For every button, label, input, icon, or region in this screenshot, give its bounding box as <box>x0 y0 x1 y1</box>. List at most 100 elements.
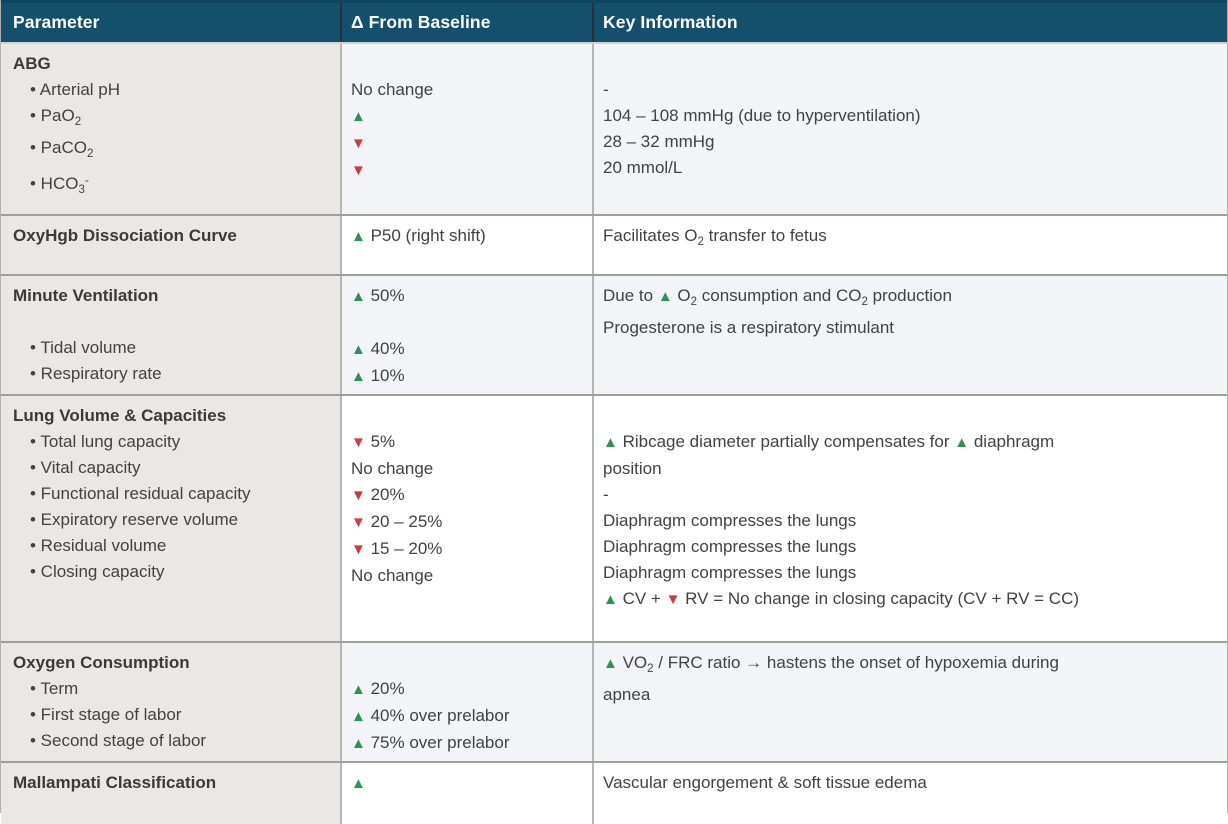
parameter-item: • Total lung capacity <box>30 432 181 451</box>
parameter-title: Mallampati Classification <box>13 773 217 792</box>
parameter-item: • Residual volume <box>30 536 167 555</box>
table-row-abg: ABG • Arterial pH • PaO2 • PaCO2 • HCO3-… <box>1 44 1227 214</box>
down-triangle-icon: ▼ <box>351 135 366 152</box>
info-line: Diaphragm compresses the lungs <box>603 511 857 530</box>
parameter-item: • Term <box>30 679 79 698</box>
parameter-cell: Minute Ventilation • Tidal volume • Resp… <box>1 276 340 394</box>
info-line: apnea <box>603 685 651 704</box>
table-row-minute-ventilation: Minute Ventilation • Tidal volume • Resp… <box>1 274 1227 394</box>
down-triangle-icon: ▼ <box>351 541 366 558</box>
up-triangle-icon: ▲ <box>351 108 366 125</box>
delta-line: No change <box>351 459 434 478</box>
parameter-item: • Vital capacity <box>30 458 141 477</box>
parameter-item: • Closing capacity <box>30 562 165 581</box>
parameter-item: • Second stage of labor <box>30 731 207 750</box>
info-line: Vascular engorgement & soft tissue edema <box>603 773 927 792</box>
delta-line: ▲ P50 (right shift) <box>351 226 486 245</box>
up-triangle-icon: ▲ <box>657 288 673 305</box>
info-line: ▲ VO2 / FRC ratio → hastens the onset of… <box>603 653 1059 675</box>
info-line: - <box>603 485 609 504</box>
parameter-cell: Lung Volume & Capacities • Total lung ca… <box>1 396 340 641</box>
info-line: Facilitates O2 transfer to fetus <box>603 226 827 248</box>
column-header-delta-from-baseline: Δ From Baseline <box>340 3 592 42</box>
delta-cell: ▼ 5% No change ▼ 20% ▼ 20 – 25% ▼ 15 – 2… <box>340 396 592 641</box>
up-triangle-icon: ▲ <box>954 434 970 451</box>
up-triangle-icon: ▲ <box>603 591 618 608</box>
parameter-item: • Respiratory rate <box>30 364 162 383</box>
info-line: Progesterone is a respiratory stimulant <box>603 318 895 337</box>
table-row-oxyhgb: OxyHgb Dissociation Curve ▲ P50 (right s… <box>1 214 1227 274</box>
info-line: ▲ Ribcage diameter partially compensates… <box>603 432 1055 451</box>
up-triangle-icon: ▲ <box>351 708 366 725</box>
delta-line: ▲ 40% over prelabor <box>351 706 510 725</box>
delta-line: ▼ 15 – 20% <box>351 539 443 558</box>
delta-line: No change <box>351 80 434 99</box>
info-cell: ▲ VO2 / FRC ratio → hastens the onset of… <box>592 643 1227 761</box>
up-triangle-icon: ▲ <box>351 288 366 305</box>
info-cell: Due to ▲ O2 consumption and CO2 producti… <box>592 276 1227 394</box>
delta-line: ▲ <box>351 770 584 797</box>
delta-line: ▼ 20 – 25% <box>351 512 443 531</box>
table-header-row: Parameter Δ From Baseline Key Informatio… <box>1 0 1227 44</box>
column-header-key-information: Key Information <box>592 3 1227 42</box>
table-row-mallampati: Mallampati Classification ▲ Vascular eng… <box>1 761 1227 824</box>
info-line: - <box>603 80 609 99</box>
parameter-item: • PaCO2 <box>30 138 94 160</box>
info-line: Diaphragm compresses the lungs <box>603 563 857 582</box>
info-cell: ▲ Ribcage diameter partially compensates… <box>592 396 1227 641</box>
parameter-item: • First stage of labor <box>30 705 182 724</box>
delta-line: ▼ 20% <box>351 485 405 504</box>
parameter-item: • PaO2 <box>30 106 82 128</box>
delta-line <box>351 310 584 336</box>
down-triangle-icon: ▼ <box>351 487 366 504</box>
parameter-title: OxyHgb Dissociation Curve <box>13 226 237 245</box>
info-line: ▲ CV + ▼ RV = No change in closing capac… <box>603 589 1080 608</box>
spacer-line <box>13 309 332 335</box>
parameter-item: • Tidal volume <box>30 338 137 357</box>
delta-line: No change <box>351 566 434 585</box>
parameter-item: • Expiratory reserve volume <box>30 510 239 529</box>
info-line: 28 – 32 mmHg <box>603 132 715 151</box>
delta-line: ▲ 10% <box>351 366 405 385</box>
delta-cell: ▲ P50 (right shift) <box>340 216 592 274</box>
parameter-title: Lung Volume & Capacities <box>13 406 227 425</box>
up-triangle-icon: ▲ <box>603 434 618 451</box>
up-triangle-icon: ▲ <box>351 368 366 385</box>
delta-cell: ▲ <box>340 763 592 824</box>
parameter-cell: OxyHgb Dissociation Curve <box>1 216 340 274</box>
down-triangle-icon: ▼ <box>665 591 681 608</box>
delta-line: ▼ <box>351 157 584 184</box>
info-cell: Facilitates O2 transfer to fetus <box>592 216 1227 274</box>
parameter-item: • Arterial pH <box>30 80 121 99</box>
down-triangle-icon: ▼ <box>351 162 366 179</box>
info-line <box>603 403 1219 429</box>
delta-line: ▲ 20% <box>351 679 405 698</box>
delta-line <box>351 51 584 77</box>
up-triangle-icon: ▲ <box>351 775 366 792</box>
info-line: position <box>603 459 662 478</box>
delta-cell: No change ▲ ▼ ▼ <box>340 44 592 214</box>
delta-line: ▲ 50% <box>351 286 405 305</box>
info-line: Due to ▲ O2 consumption and CO2 producti… <box>603 286 952 308</box>
delta-line: ▲ 40% <box>351 339 405 358</box>
delta-line: ▲ <box>351 103 584 130</box>
parameter-cell: Mallampati Classification <box>1 763 340 824</box>
table-row-lung-volumes: Lung Volume & Capacities • Total lung ca… <box>1 394 1227 641</box>
up-triangle-icon: ▲ <box>351 228 366 245</box>
delta-line <box>351 403 584 429</box>
column-header-parameter: Parameter <box>13 12 100 32</box>
info-cell: Vascular engorgement & soft tissue edema <box>592 763 1227 824</box>
table-row-oxygen-consumption: Oxygen Consumption • Term • First stage … <box>1 641 1227 761</box>
info-line <box>603 51 1219 77</box>
delta-line: ▼ <box>351 130 584 157</box>
parameter-title: ABG <box>13 54 51 73</box>
down-triangle-icon: ▼ <box>351 514 366 531</box>
up-triangle-icon: ▲ <box>351 341 366 358</box>
parameter-cell: Oxygen Consumption • Term • First stage … <box>1 643 340 761</box>
up-triangle-icon: ▲ <box>351 735 366 752</box>
delta-line <box>351 650 584 676</box>
parameter-cell: ABG • Arterial pH • PaO2 • PaCO2 • HCO3- <box>1 44 340 214</box>
delta-cell: ▲ 20% ▲ 40% over prelabor ▲ 75% over pre… <box>340 643 592 761</box>
info-line: 104 – 108 mmHg (due to hyperventilation) <box>603 106 921 125</box>
